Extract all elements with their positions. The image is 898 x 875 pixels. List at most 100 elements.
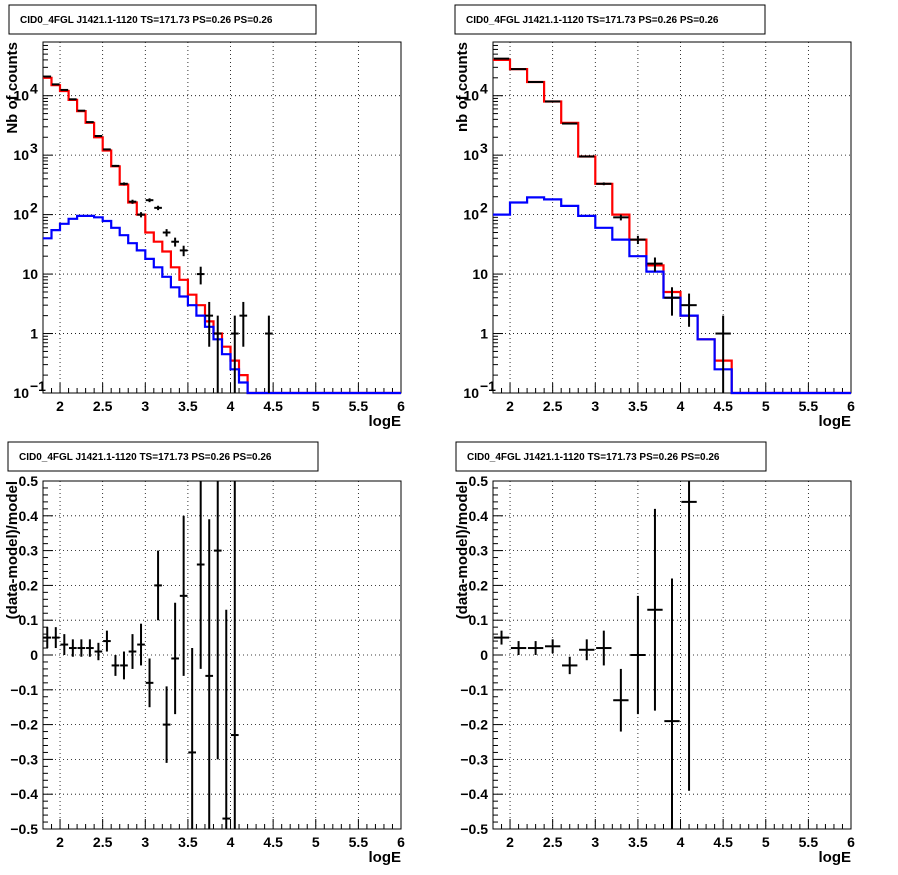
x-tick-label: 4.5 <box>713 398 733 414</box>
data-point <box>715 315 731 393</box>
residual-point <box>664 578 680 829</box>
data-point <box>205 301 214 347</box>
data-point <box>544 100 561 103</box>
x-tick-label: 3.5 <box>178 834 198 850</box>
y-tick-label: 10 <box>463 88 479 104</box>
data-point <box>596 182 612 186</box>
chart-title: CID0_4FGL J1421.1-1120 TS=171.73 PS=0.26… <box>19 452 272 463</box>
x-tick-label: 3 <box>591 834 599 850</box>
data-point <box>77 109 86 112</box>
y-tick-label: 10 <box>13 147 29 163</box>
x-tick-label: 2 <box>56 398 64 414</box>
y-tick-label: 10 <box>472 266 488 282</box>
plot-frame <box>42 480 402 830</box>
chart-title: CID0_4FGL J1421.1-1120 TS=171.73 PS=0.26… <box>20 15 273 26</box>
y-tick-label: −0.3 <box>10 751 38 767</box>
y-tick-exponent: 2 <box>30 200 38 216</box>
data-point <box>162 229 171 237</box>
y-tick-label: 0.4 <box>19 508 39 524</box>
x-tick-label: 4 <box>227 398 235 414</box>
chart-panel-3: 2 2.5 3 3.5 4 4.5 5 5.5 6 −0.5 −0.4 −0.3 −0.2 −0.1 0 0.… <box>4 441 405 866</box>
data-point <box>94 134 103 137</box>
y-tick-label: −0.3 <box>460 751 488 767</box>
residual-point <box>213 481 222 760</box>
residual-point <box>111 655 120 676</box>
residual-point <box>179 515 188 676</box>
residual-point <box>596 630 612 666</box>
residual-point <box>171 602 179 715</box>
x-tick-label: 2 <box>56 834 64 850</box>
x-tick-label: 3 <box>141 834 149 850</box>
x-tick-label: 4.5 <box>263 834 283 850</box>
residual-point <box>145 658 154 708</box>
x-axis-label: logE <box>819 413 852 430</box>
y-tick-label: 10 <box>463 385 479 401</box>
y-tick-label: 0.3 <box>469 543 489 559</box>
residual-point <box>43 627 52 649</box>
data-point <box>137 212 145 218</box>
title-box <box>455 441 767 472</box>
y-tick-label: −0.4 <box>460 786 488 802</box>
y-tick-label: −0.2 <box>460 717 488 733</box>
x-tick-label: 6 <box>397 398 405 414</box>
x-tick-label: 2.5 <box>543 398 563 414</box>
data-point <box>86 121 94 124</box>
y-tick-label: −0.1 <box>460 682 488 698</box>
residual-point <box>527 641 544 655</box>
x-tick-label: 5 <box>762 398 770 414</box>
x-axis-label: logE <box>819 849 852 866</box>
x-tick-label: 2.5 <box>93 398 113 414</box>
x-tick-label: 4.5 <box>713 834 733 850</box>
x-tick-label: 4 <box>227 834 235 850</box>
residual-point <box>120 651 128 680</box>
y-tick-label: 0.1 <box>469 612 489 628</box>
residual-point <box>51 627 60 649</box>
x-tick-label: 3.5 <box>628 834 648 850</box>
y-axis-label: nb of counts <box>454 42 471 132</box>
x-tick-label: 2.5 <box>93 834 113 850</box>
data-point <box>213 315 222 393</box>
x-tick-label: 5 <box>312 834 320 850</box>
y-tick-label: 1 <box>480 326 488 342</box>
x-tick-label: 2 <box>506 398 514 414</box>
residual-point <box>647 508 663 711</box>
title-box <box>7 441 319 472</box>
x-tick-label: 6 <box>847 834 855 850</box>
data-point <box>647 257 663 272</box>
y-tick-exponent: 3 <box>480 140 488 156</box>
y-tick-label: 0.2 <box>19 577 39 593</box>
x-tick-label: 5 <box>312 398 320 414</box>
x-tick-label: 5 <box>762 834 770 850</box>
y-tick-label: −0.4 <box>10 786 38 802</box>
residual-point <box>188 648 197 829</box>
x-tick-label: 5.5 <box>349 834 369 850</box>
residual-point <box>681 481 697 791</box>
y-tick-label: 0 <box>480 647 488 663</box>
data-point <box>145 198 154 203</box>
y-tick-label: −0.5 <box>460 821 488 837</box>
x-axis-label: logE <box>369 413 402 430</box>
residual-point <box>137 623 145 666</box>
y-tick-exponent: 3 <box>30 140 38 156</box>
residual-point <box>128 634 137 669</box>
x-tick-label: 4 <box>677 834 685 850</box>
x-tick-label: 4.5 <box>263 398 283 414</box>
y-tick-label: 1 <box>30 326 38 342</box>
x-tick-label: 5.5 <box>349 398 369 414</box>
data-point <box>111 164 120 167</box>
x-tick-label: 2 <box>506 834 514 850</box>
data-point <box>239 301 248 347</box>
residual-point <box>493 630 510 645</box>
y-tick-label: −0.5 <box>10 821 38 837</box>
x-tick-label: 3.5 <box>178 398 198 414</box>
y-tick-label: 0.3 <box>19 543 39 559</box>
data-point <box>562 122 578 125</box>
x-tick-label: 3 <box>141 398 149 414</box>
x-tick-label: 6 <box>397 834 405 850</box>
residual-point <box>154 550 162 621</box>
residual-point <box>222 609 231 829</box>
title-box <box>8 4 317 35</box>
y-tick-label: −0.2 <box>10 717 38 733</box>
